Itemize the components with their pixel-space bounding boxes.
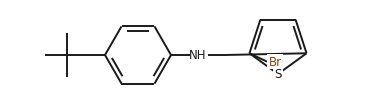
Text: S: S bbox=[274, 68, 282, 81]
Text: Br: Br bbox=[269, 56, 282, 69]
Text: NH: NH bbox=[189, 49, 207, 62]
